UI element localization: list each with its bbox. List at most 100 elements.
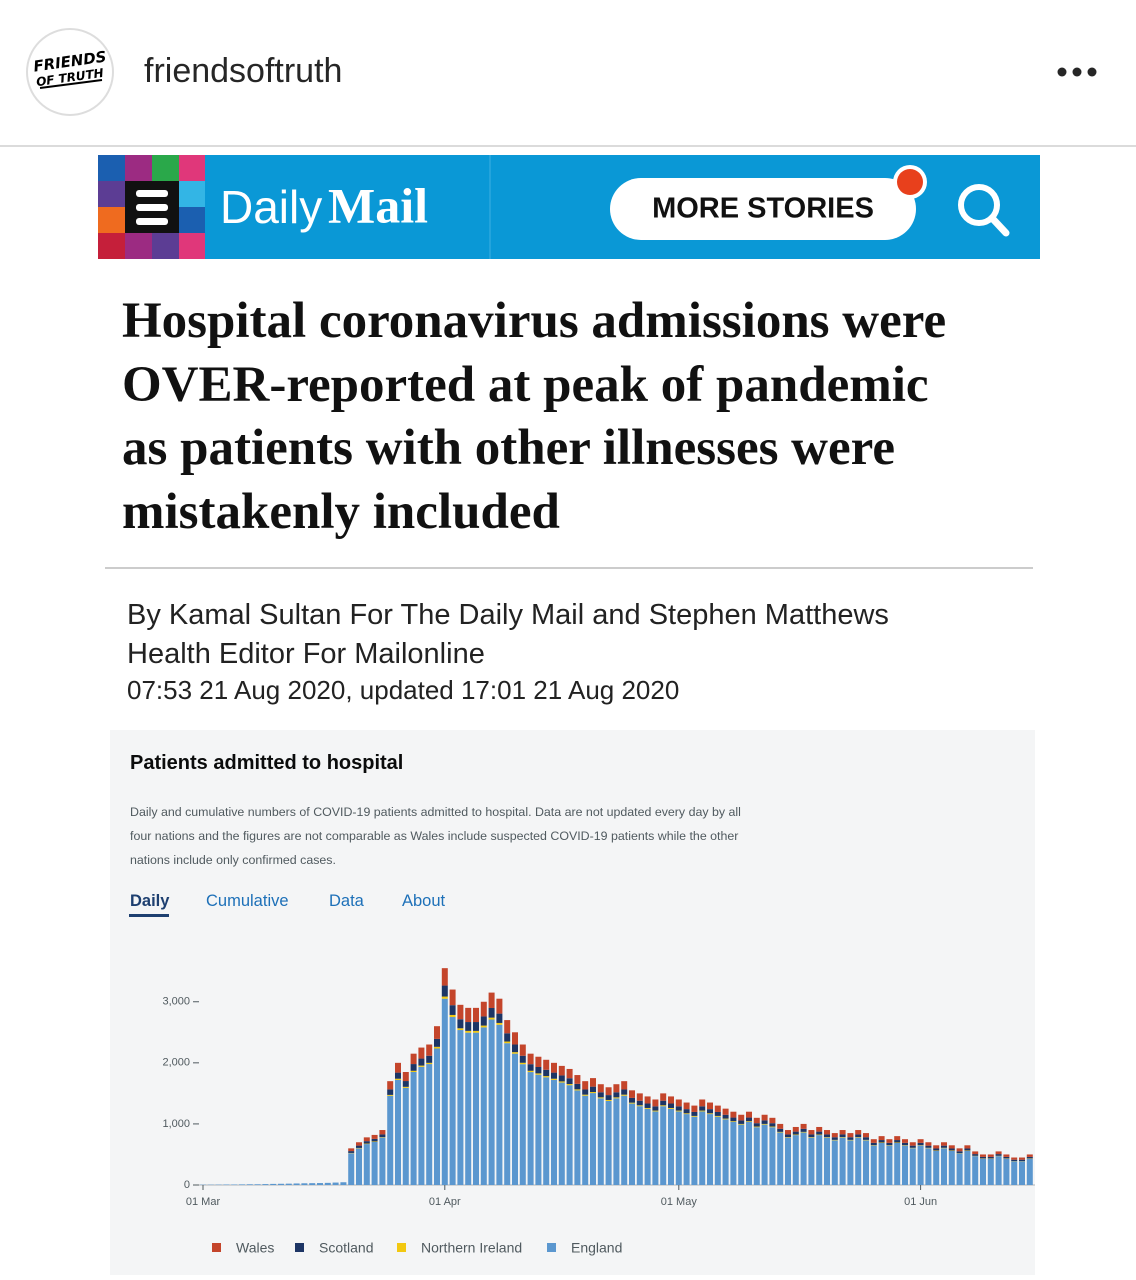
bar-segment: [636, 1105, 643, 1107]
bar-segment: [527, 1072, 534, 1185]
bar-segment: [309, 1183, 316, 1185]
bar-segment: [332, 1182, 339, 1185]
more-stories-button[interactable]: [610, 178, 916, 240]
bar-segment: [980, 1158, 986, 1185]
bar-segment: [636, 1093, 643, 1101]
more-dot[interactable]: [1072, 67, 1082, 77]
tab[interactable]: Data: [329, 892, 364, 910]
bar-segment: [808, 1137, 815, 1185]
bar-segment: [987, 1158, 994, 1185]
bar-segment: [831, 1140, 838, 1185]
chart-title: Patients admitted to hospital: [130, 752, 404, 774]
bar-segment: [987, 1154, 994, 1157]
search-icon[interactable]: [958, 184, 1000, 226]
bar-segment: [278, 1183, 284, 1185]
tab[interactable]: About: [402, 892, 446, 910]
bar-segment: [496, 1013, 503, 1023]
y-tick-label: 1,000: [162, 1118, 190, 1130]
bar-segment: [878, 1142, 885, 1185]
bar-segment: [629, 1103, 635, 1185]
bar-segment: [566, 1068, 573, 1079]
bar-segment: [933, 1148, 940, 1151]
bar-segment: [395, 1062, 401, 1073]
bar-segment: [878, 1140, 885, 1143]
bar-segment: [800, 1128, 807, 1132]
bar-segment: [387, 1094, 394, 1096]
bar-segment: [371, 1138, 378, 1142]
bar-segment: [543, 1069, 550, 1077]
bar-segment: [535, 1056, 542, 1067]
bar-segment: [972, 1156, 979, 1185]
bar-segment: [441, 998, 448, 1185]
bar-segment: [574, 1089, 581, 1091]
bar-segment: [707, 1109, 713, 1114]
bar-segment: [1026, 1154, 1033, 1157]
bar-segment: [356, 1145, 362, 1148]
bar-segment: [941, 1145, 947, 1148]
avatar[interactable]: [26, 28, 114, 116]
bar-segment: [597, 1097, 604, 1099]
bar-segment: [527, 1070, 534, 1073]
bar-segment: [683, 1102, 690, 1110]
bar-segment: [270, 1183, 277, 1185]
bar-segment: [348, 1148, 355, 1152]
bar-segment: [1026, 1158, 1033, 1185]
bar-segment: [590, 1092, 596, 1094]
button-label[interactable]: MORE STORIES: [652, 193, 874, 225]
bar-segment: [886, 1142, 893, 1146]
bar-segment: [941, 1148, 947, 1185]
bar-segment: [902, 1145, 908, 1185]
bar-segment: [574, 1083, 581, 1090]
bar-segment: [504, 1041, 511, 1044]
bar-segment: [933, 1150, 940, 1185]
bar-segment: [457, 1030, 464, 1185]
bar-segment: [956, 1153, 963, 1185]
bar-segment: [519, 1055, 526, 1063]
legend-label: Wales: [236, 1240, 274, 1256]
tab-active[interactable]: Daily: [130, 892, 170, 910]
bar-segment: [473, 1022, 479, 1031]
bar-segment: [753, 1123, 760, 1127]
tab[interactable]: Cumulative: [206, 892, 289, 910]
bar-segment: [683, 1113, 690, 1115]
bar-segment: [925, 1145, 932, 1148]
more-dot[interactable]: [1057, 67, 1067, 77]
byline-line[interactable]: By Kamal Sultan For The Daily Mail and S…: [127, 599, 889, 631]
bar-segment: [800, 1132, 807, 1185]
bar-segment: [691, 1116, 698, 1185]
bar-segment: [605, 1095, 612, 1100]
username[interactable]: friendsoftruth: [144, 52, 342, 90]
bar-segment: [847, 1137, 854, 1140]
bar-segment: [363, 1144, 370, 1185]
bar-segment: [379, 1137, 386, 1185]
bar-segment: [1019, 1157, 1025, 1160]
bar-segment: [1003, 1156, 1010, 1159]
bar-segment: [753, 1127, 760, 1185]
y-tick-label: 2,000: [162, 1057, 190, 1069]
bar-segment: [816, 1131, 823, 1135]
bar-segment: [753, 1117, 760, 1124]
bar-segment: [457, 1019, 464, 1029]
bar-segment: [730, 1117, 737, 1122]
bar-segment: [551, 1072, 557, 1079]
legend-swatch: [295, 1243, 304, 1252]
logo-stroke: [39, 79, 103, 89]
bar-segment: [956, 1151, 963, 1154]
bar-segment: [363, 1141, 370, 1144]
bar-segment: [722, 1118, 729, 1120]
bar-segment: [480, 1025, 487, 1028]
bar-segment: [699, 1099, 706, 1107]
bar-segment: [909, 1148, 916, 1185]
more-dot[interactable]: [1087, 67, 1097, 77]
bar-segment: [387, 1089, 394, 1095]
bar-segment: [785, 1130, 791, 1135]
bar-segment: [964, 1145, 971, 1149]
bar-segment: [777, 1123, 784, 1129]
bar-segment: [964, 1150, 971, 1185]
search-icon[interactable]: [988, 214, 1010, 237]
bar-segment: [379, 1130, 386, 1135]
byline-line[interactable]: Health Editor For Mailonline: [127, 638, 485, 670]
subtitle-line: nations include only confirmed cases.: [130, 853, 336, 867]
bar-segment: [675, 1106, 682, 1111]
bar-segment: [434, 1038, 440, 1047]
